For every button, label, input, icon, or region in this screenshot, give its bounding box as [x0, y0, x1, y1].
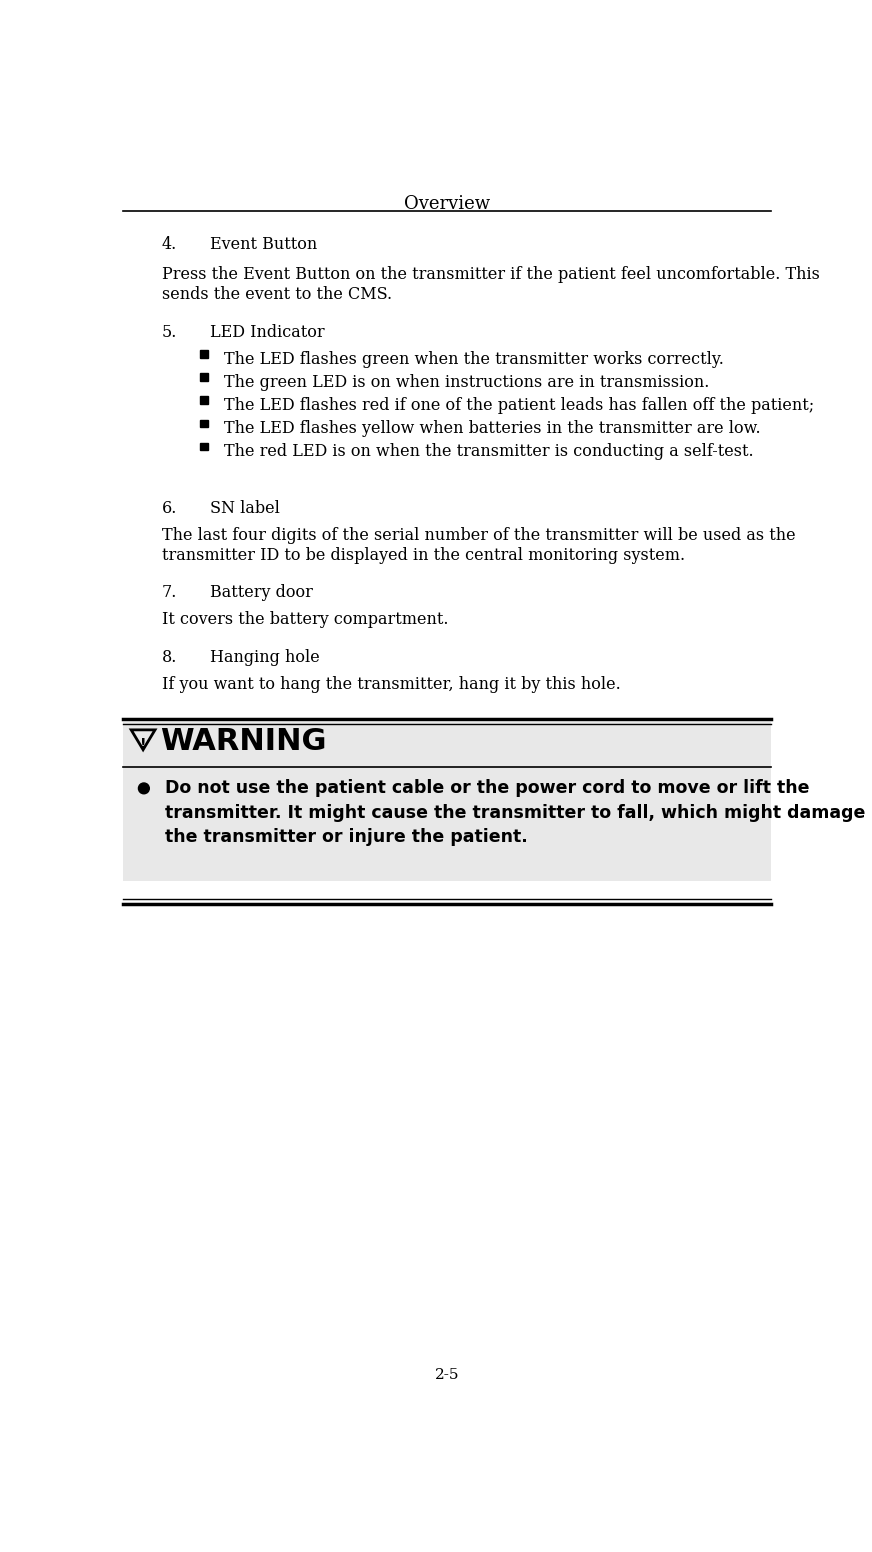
Text: Event Button: Event Button [210, 236, 317, 253]
Text: The red LED is on when the transmitter is conducting a self-test.: The red LED is on when the transmitter i… [224, 444, 753, 461]
FancyBboxPatch shape [123, 762, 771, 882]
Circle shape [139, 784, 149, 793]
Text: The last four digits of the serial number of the transmitter will be used as the: The last four digits of the serial numbe… [161, 526, 795, 543]
Bar [201, 442, 208, 450]
Text: The green LED is on when instructions are in transmission.: The green LED is on when instructions ar… [224, 374, 709, 391]
Text: Overview: Overview [404, 196, 490, 214]
Text: 8.: 8. [161, 649, 177, 666]
Bar [201, 419, 208, 427]
Bar [201, 396, 208, 404]
Text: Do not use the patient cable or the power cord to move or lift the: Do not use the patient cable or the powe… [165, 779, 809, 798]
Text: 6.: 6. [161, 500, 177, 517]
Text: sends the event to the CMS.: sends the event to the CMS. [161, 286, 392, 303]
Text: transmitter. It might cause the transmitter to fall, which might damage: transmitter. It might cause the transmit… [165, 804, 865, 821]
FancyBboxPatch shape [123, 722, 771, 767]
Text: 5.: 5. [161, 324, 177, 341]
Text: It covers the battery compartment.: It covers the battery compartment. [161, 610, 448, 627]
Text: The LED flashes green when the transmitter works correctly.: The LED flashes green when the transmitt… [224, 351, 724, 368]
Text: Hanging hole: Hanging hole [210, 649, 319, 666]
Text: 7.: 7. [161, 584, 177, 601]
Text: WARNING: WARNING [160, 726, 327, 756]
Text: 2-5: 2-5 [434, 1369, 460, 1383]
Text: Battery door: Battery door [210, 584, 313, 601]
Text: Press the Event Button on the transmitter if the patient feel uncomfortable. Thi: Press the Event Button on the transmitte… [161, 265, 820, 282]
Bar [201, 374, 208, 382]
Text: The LED flashes red if one of the patient leads has fallen off the patient;: The LED flashes red if one of the patien… [224, 397, 814, 414]
Text: 4.: 4. [161, 236, 177, 253]
Text: LED Indicator: LED Indicator [210, 324, 324, 341]
Text: !: ! [140, 737, 146, 751]
Text: If you want to hang the transmitter, hang it by this hole.: If you want to hang the transmitter, han… [161, 677, 621, 692]
Text: transmitter ID to be displayed in the central monitoring system.: transmitter ID to be displayed in the ce… [161, 546, 685, 563]
Text: SN label: SN label [210, 500, 280, 517]
Text: the transmitter or injure the patient.: the transmitter or injure the patient. [165, 829, 528, 846]
Text: The LED flashes yellow when batteries in the transmitter are low.: The LED flashes yellow when batteries in… [224, 421, 760, 438]
Bar [201, 351, 208, 359]
